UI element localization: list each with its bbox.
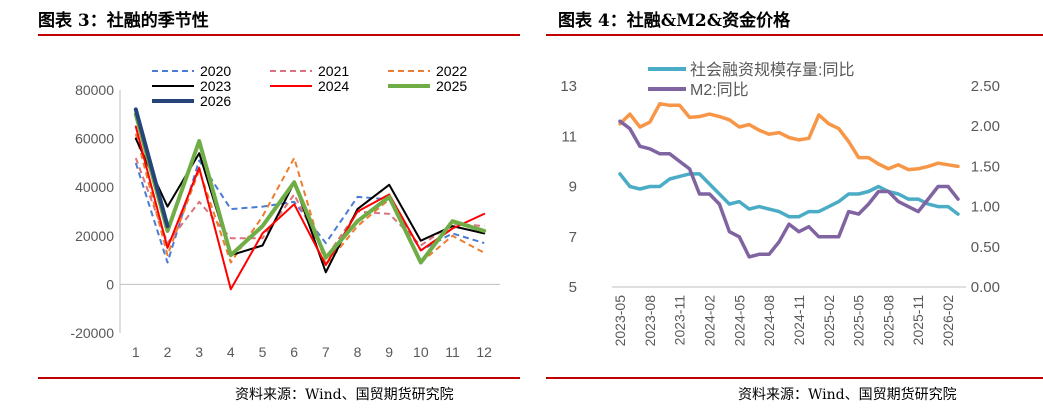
x-tick-label: 2025-11 <box>910 295 926 346</box>
x-tick-label: 2023-05 <box>612 295 628 347</box>
x-tick-label: 2024-11 <box>791 295 807 346</box>
legend-label: 2025 <box>436 78 467 94</box>
source-note: 资料来源：Wind、国贸期货研究院 <box>738 387 957 403</box>
series-line-1 <box>618 119 960 259</box>
y-right-tick-label: 1.50 <box>971 158 1000 175</box>
source-note: 资料来源：Wind、国贸期货研究院 <box>235 387 454 403</box>
panel-seasonality: 图表 3：社融的季节性 -20000 0 20000 40000 60000 80000 1… <box>0 0 520 409</box>
series-line-2026 <box>133 107 170 229</box>
y-left-tick-label: 7 <box>569 229 577 246</box>
x-tick-label: 2023-11 <box>672 295 688 346</box>
x-tick-label: 3 <box>195 344 203 360</box>
y-tick-label: 20000 <box>75 228 114 244</box>
panel-m2-afre: 图表 4：社融&M2&资金价格 5 7 9 11 13 0.00 0.50 1.00 1.50 2… <box>540 0 1043 409</box>
x-tick-label: 11 <box>445 344 460 360</box>
y-right-tick-label: 0.50 <box>971 239 1000 256</box>
legend-label: 2024 <box>318 78 349 94</box>
y-tick-label: 60000 <box>75 131 114 147</box>
x-tick-label: 9 <box>385 344 393 360</box>
figure-title: 图表 3：社融的季节性 <box>38 11 209 31</box>
legend-label: 2022 <box>436 63 467 79</box>
y-left-tick-label: 13 <box>560 78 577 95</box>
x-tick-label: 6 <box>290 344 298 360</box>
x-tick-label: 8 <box>354 344 362 360</box>
series-line-2024 <box>134 125 486 291</box>
legend-label: 社会融资规模存量:同比 <box>690 61 854 79</box>
bottom-rule <box>546 377 1043 379</box>
legend-label: 2020 <box>200 63 231 79</box>
x-tick-label: 10 <box>413 344 429 360</box>
x-tick-label: 5 <box>259 344 267 360</box>
y-left-tick-label: 5 <box>569 279 577 296</box>
x-tick-label: 1 <box>132 344 140 360</box>
x-tick-label: 7 <box>322 344 330 360</box>
x-tick-label: 2025-08 <box>880 295 896 347</box>
x-tick-label: 2025-02 <box>821 295 837 347</box>
legend-label: 2023 <box>200 78 231 94</box>
y-left-tick-label: 9 <box>569 179 577 196</box>
bottom-rule <box>38 377 520 379</box>
series-line-2025 <box>133 112 487 265</box>
series-line-2023 <box>134 137 486 274</box>
x-tick-label: 12 <box>476 344 492 360</box>
series-line-2020 <box>134 159 485 264</box>
x-tick-label: 2024-08 <box>761 295 777 347</box>
y-right-tick-label: 2.00 <box>971 118 1000 135</box>
y-right-tick-label: 0.00 <box>971 279 1000 296</box>
x-tick-label: 2024-02 <box>702 295 718 347</box>
y-left-tick-label: 11 <box>561 128 577 145</box>
x-tick-label: 2023-08 <box>642 295 658 347</box>
series-line-2022 <box>134 133 485 266</box>
y-tick-label: 80000 <box>75 82 114 98</box>
x-tick-label: 2024-05 <box>731 295 747 347</box>
figure-title: 图表 4：社融&M2&资金价格 <box>558 11 791 31</box>
y-right-tick-label: 2.50 <box>971 78 1000 95</box>
x-tick-label: 2026-02 <box>940 295 956 347</box>
y-right-tick-label: 1.00 <box>971 199 1000 216</box>
title-rule <box>38 34 520 36</box>
title-rule <box>546 34 1043 36</box>
series-line-2 <box>618 101 960 172</box>
series-line-0 <box>618 172 960 219</box>
x-tick-label: 4 <box>227 344 235 360</box>
y-tick-label: -20000 <box>70 325 114 341</box>
x-tick-label: 2 <box>164 344 172 360</box>
x-tick-label: 2025-05 <box>851 295 867 347</box>
y-tick-label: 0 <box>106 276 114 292</box>
y-tick-label: 40000 <box>75 179 114 195</box>
m2-afre-chart: 5 7 9 11 13 0.00 0.50 1.00 1.50 2.00 2.50 2023-05 20… <box>560 61 1000 347</box>
legend-label: 2026 <box>200 93 231 109</box>
legend-label: 2021 <box>318 63 349 79</box>
legend-label: M2:同比 <box>690 81 749 99</box>
